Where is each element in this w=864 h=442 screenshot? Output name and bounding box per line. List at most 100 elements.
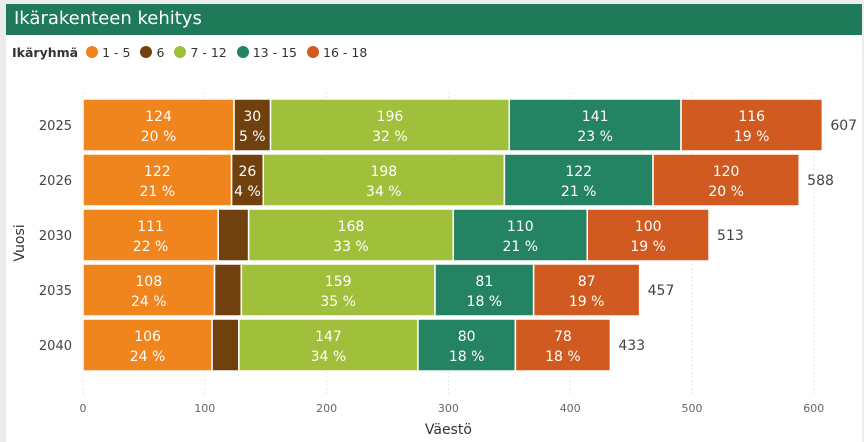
data-label-percent: 18 %	[545, 349, 581, 365]
category-label: 2030	[39, 229, 72, 244]
data-label-value: 110	[507, 219, 534, 235]
data-label-value: 100	[635, 219, 662, 235]
data-label-value: 87	[578, 274, 596, 290]
data-label-percent: 24 %	[131, 294, 167, 310]
legend-label: 1 - 5	[102, 44, 131, 60]
data-label-value: 116	[738, 109, 765, 125]
data-label-percent: 34 %	[311, 349, 347, 365]
data-label-percent: 23 %	[577, 129, 613, 145]
data-label-value: 78	[554, 329, 572, 345]
legend-item-1[interactable]: 6	[140, 45, 164, 60]
data-label-value: 81	[475, 274, 493, 290]
bar-segment	[514, 318, 612, 372]
x-axis-title: Väestö	[425, 422, 472, 438]
bar-segment	[217, 208, 250, 262]
x-tick-label: 300	[438, 402, 459, 415]
data-label-value: 80	[458, 329, 476, 345]
bar-segment	[262, 153, 506, 207]
data-label-percent: 4 %	[234, 184, 261, 200]
total-label: 607	[830, 118, 857, 134]
category-label: 2040	[39, 339, 72, 354]
data-label-percent: 24 %	[130, 349, 166, 365]
x-tick-label: 400	[560, 402, 581, 415]
data-label-percent: 21 %	[502, 239, 538, 255]
bar-segment	[240, 263, 436, 317]
y-axis-title: Vuosi	[12, 224, 28, 261]
bar-segment	[452, 208, 589, 262]
chart-title: Ikärakenteen kehitys	[14, 8, 202, 29]
category-label: 2035	[39, 284, 72, 299]
legend-marker	[307, 46, 320, 58]
stacked-bar-chart: 0 100 200 300 400 500 600 Väestö Vuosi 2025 124 20 …	[12, 92, 857, 438]
category-label: 2026	[39, 174, 72, 189]
x-tick-label: 100	[194, 402, 215, 415]
data-label-value: 196	[377, 109, 404, 125]
data-label-value: 168	[338, 219, 365, 235]
legend-marker	[174, 46, 187, 58]
bar-segment	[238, 318, 419, 372]
bar-segment	[434, 263, 535, 317]
bar-segment	[82, 98, 235, 152]
data-label-percent: 5 %	[239, 129, 266, 145]
data-label-value: 108	[135, 274, 162, 290]
legend-marker	[236, 46, 249, 58]
data-label-value: 30	[243, 109, 261, 125]
bar-segment	[233, 98, 272, 152]
data-label-percent: 19 %	[630, 239, 666, 255]
data-label-percent: 33 %	[333, 239, 369, 255]
total-label: 588	[807, 173, 834, 189]
data-label-percent: 34 %	[366, 184, 402, 200]
data-label-percent: 21 %	[140, 184, 176, 200]
legend-label: 16 - 18	[323, 44, 368, 60]
data-label-percent: 19 %	[569, 294, 605, 310]
data-label-percent: 20 %	[708, 184, 744, 200]
x-tick-label: 600	[803, 402, 824, 415]
legend-marker	[140, 46, 153, 58]
category-label: 2025	[39, 119, 72, 134]
data-label-percent: 18 %	[467, 294, 503, 310]
x-tick-label: 0	[80, 402, 87, 415]
bar-segment	[82, 263, 216, 317]
chart-frame: Ikärakenteen kehitys Ikäryhmä 1 - 5 6 7 - …	[6, 4, 862, 442]
total-label: 433	[618, 338, 645, 354]
data-label-percent: 19 %	[734, 129, 770, 145]
data-label-value: 147	[315, 329, 342, 345]
data-label-value: 106	[134, 329, 161, 345]
data-label-value: 120	[713, 164, 740, 180]
bar-segment	[269, 98, 511, 152]
data-label-percent: 20 %	[141, 129, 177, 145]
bar-segment	[508, 98, 682, 152]
legend-item-2[interactable]: 7 - 12	[174, 44, 227, 60]
legend-label: 6	[156, 44, 165, 60]
legend-item-4[interactable]: 16 - 18	[307, 45, 367, 60]
data-label-percent: 35 %	[320, 294, 356, 310]
data-label-percent: 21 %	[561, 184, 597, 200]
data-label-value: 124	[145, 109, 172, 125]
bar-segment	[680, 98, 824, 152]
legend-item-0[interactable]: 1 - 5	[86, 45, 130, 60]
total-label: 457	[648, 283, 675, 299]
total-label: 513	[717, 228, 744, 244]
bar-segment	[230, 153, 265, 207]
data-label-value: 122	[144, 164, 171, 180]
data-label-percent: 18 %	[449, 349, 485, 365]
data-label-value: 141	[582, 109, 609, 125]
bar-segment	[532, 263, 641, 317]
data-label-value: 159	[325, 274, 352, 290]
data-label-value: 122	[565, 164, 592, 180]
legend: Ikäryhmä 1 - 5 6 7 - 12 13 - 15 16 - 18	[12, 43, 377, 61]
legend-label: 7 - 12	[190, 44, 227, 60]
data-label-value: 198	[370, 164, 397, 180]
data-label-value: 26	[239, 164, 257, 180]
bar-segment	[586, 208, 710, 262]
legend-marker	[86, 46, 99, 58]
data-label-value: 111	[137, 219, 164, 235]
bar-segment	[211, 318, 240, 372]
bar-segment	[503, 153, 654, 207]
legend-item-3[interactable]: 13 - 15	[236, 44, 298, 60]
bar-segment	[247, 208, 455, 262]
legend-title: Ikäryhmä	[12, 44, 79, 60]
data-label-percent: 22 %	[133, 239, 169, 255]
bar-segment	[82, 208, 219, 262]
legend-label: 13 - 15	[252, 44, 298, 60]
